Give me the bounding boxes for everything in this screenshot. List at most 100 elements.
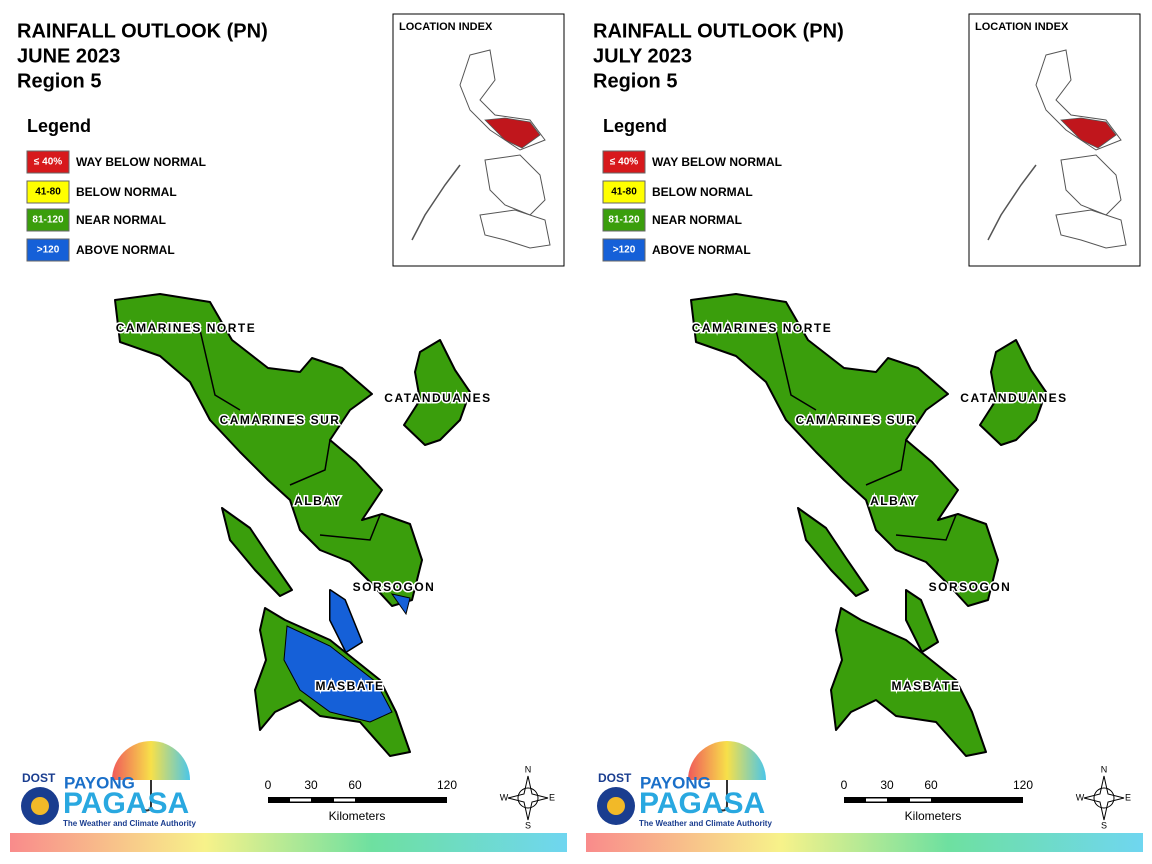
scale-tick: 30: [880, 778, 894, 792]
legend-label: BELOW NORMAL: [652, 185, 753, 199]
compass-letter: N: [1101, 764, 1108, 774]
logo-dost: DOST: [22, 771, 56, 785]
legend-title: Legend: [603, 116, 667, 136]
bicol-highlight: [1060, 117, 1117, 149]
logo-pagasa: PAGASA: [63, 787, 189, 820]
compass-ring: [1093, 787, 1115, 809]
footer-band: [586, 833, 1143, 852]
legend-key: 81-120: [608, 215, 640, 226]
scale-tick: 120: [437, 778, 457, 792]
compass-letter: W: [500, 792, 509, 802]
compass-rose: [507, 775, 549, 821]
scale-tick: 60: [924, 778, 938, 792]
legend-label: NEAR NORMAL: [76, 213, 166, 227]
legend-key: 41-80: [611, 187, 637, 198]
visayas-outline: [484, 154, 546, 216]
legend-label: NEAR NORMAL: [652, 213, 742, 227]
province-border: [289, 439, 331, 486]
compass-letter: W: [1076, 792, 1085, 802]
legend-swatch: [26, 180, 70, 204]
logo-payong: PAYONG: [64, 773, 135, 792]
legend-key: ≤ 40%: [610, 157, 638, 168]
province-label: ALBAY: [294, 494, 342, 508]
mindanao-outline: [1055, 209, 1127, 249]
above-normal-area: [329, 589, 363, 653]
province-label: CAMARINES NORTE: [692, 321, 833, 335]
legend-key: ≤ 40%: [34, 157, 62, 168]
province-label: MASBATE: [316, 679, 385, 693]
compass-letter: S: [1101, 820, 1107, 830]
scale-segment: [910, 798, 931, 802]
footer-band: [10, 833, 567, 852]
legend-key: 81-120: [32, 215, 64, 226]
logo-dost: DOST: [598, 771, 632, 785]
scale-bar: [844, 797, 1023, 803]
province-label: CATANDUANES: [384, 391, 491, 405]
palawan-outline: [987, 164, 1037, 241]
province-land: [797, 507, 869, 597]
legend-swatch: [26, 150, 70, 174]
compass-ring: [517, 787, 539, 809]
legend-label: BELOW NORMAL: [76, 185, 177, 199]
legend-swatch: [602, 238, 646, 262]
province-land: [114, 293, 423, 607]
province-label: CAMARINES SUR: [220, 413, 341, 427]
province-land: [403, 339, 471, 446]
scale-unit: Kilometers: [329, 809, 386, 823]
legend-swatch: [602, 150, 646, 174]
scale-tick: 120: [1013, 778, 1033, 792]
scale-tick: 0: [841, 778, 848, 792]
compass-letter: S: [525, 820, 531, 830]
location-title: LOCATION INDEX: [399, 21, 493, 33]
province-label: SORSOGON: [353, 580, 436, 594]
visayas-outline: [1060, 154, 1122, 216]
province-land: [690, 293, 999, 607]
logo-handle: [143, 780, 152, 812]
province-border: [865, 439, 907, 486]
logo-handle: [719, 780, 728, 812]
legend-key: 41-80: [35, 187, 61, 198]
province-border: [319, 514, 381, 541]
logo-seal-inner: [31, 797, 49, 815]
legend-label: WAY BELOW NORMAL: [76, 155, 206, 169]
map-title: JUNE 2023: [17, 45, 120, 67]
logo-tagline: The Weather and Climate Authority: [63, 819, 196, 828]
palawan-outline: [411, 164, 461, 241]
province-label: ALBAY: [870, 494, 918, 508]
legend-swatch: [26, 238, 70, 262]
province-label: SORSOGON: [929, 580, 1012, 594]
scale-tick: 0: [265, 778, 272, 792]
panel: RAINFALL OUTLOOK (PN) JUNE 2023 Region 5 Le…: [10, 13, 567, 852]
legend-label: ABOVE NORMAL: [76, 243, 175, 257]
scale-bar: [268, 797, 447, 803]
legend-title: Legend: [27, 116, 91, 136]
legend-key: >120: [37, 245, 60, 256]
above-normal-area: [390, 593, 411, 616]
map-title: JULY 2023: [593, 45, 692, 67]
panel: RAINFALL OUTLOOK (PN) JULY 2023 Region 5 Le…: [586, 13, 1143, 852]
legend-label: WAY BELOW NORMAL: [652, 155, 782, 169]
compass-letter: E: [549, 792, 555, 802]
mindanao-outline: [479, 209, 551, 249]
logo-umbrella: [112, 741, 190, 780]
province-border: [775, 329, 817, 411]
scale-tick: 60: [348, 778, 362, 792]
province-label: CATANDUANES: [960, 391, 1067, 405]
map-title: RAINFALL OUTLOOK (PN): [593, 20, 844, 42]
compass-letter: E: [1125, 792, 1131, 802]
logo-umbrella: [688, 741, 766, 780]
map-title: Region 5: [17, 70, 101, 92]
scale-segment: [334, 798, 355, 802]
bicol-highlight: [484, 117, 541, 149]
legend-swatch: [602, 208, 646, 232]
province-land: [221, 507, 293, 597]
scale-segment: [866, 798, 887, 802]
province-label: CAMARINES SUR: [796, 413, 917, 427]
province-label: CAMARINES NORTE: [116, 321, 257, 335]
logo-seal-inner: [607, 797, 625, 815]
scale-tick: 30: [304, 778, 318, 792]
province-land: [830, 607, 987, 757]
province-border: [199, 329, 241, 411]
scale-segment: [290, 798, 311, 802]
